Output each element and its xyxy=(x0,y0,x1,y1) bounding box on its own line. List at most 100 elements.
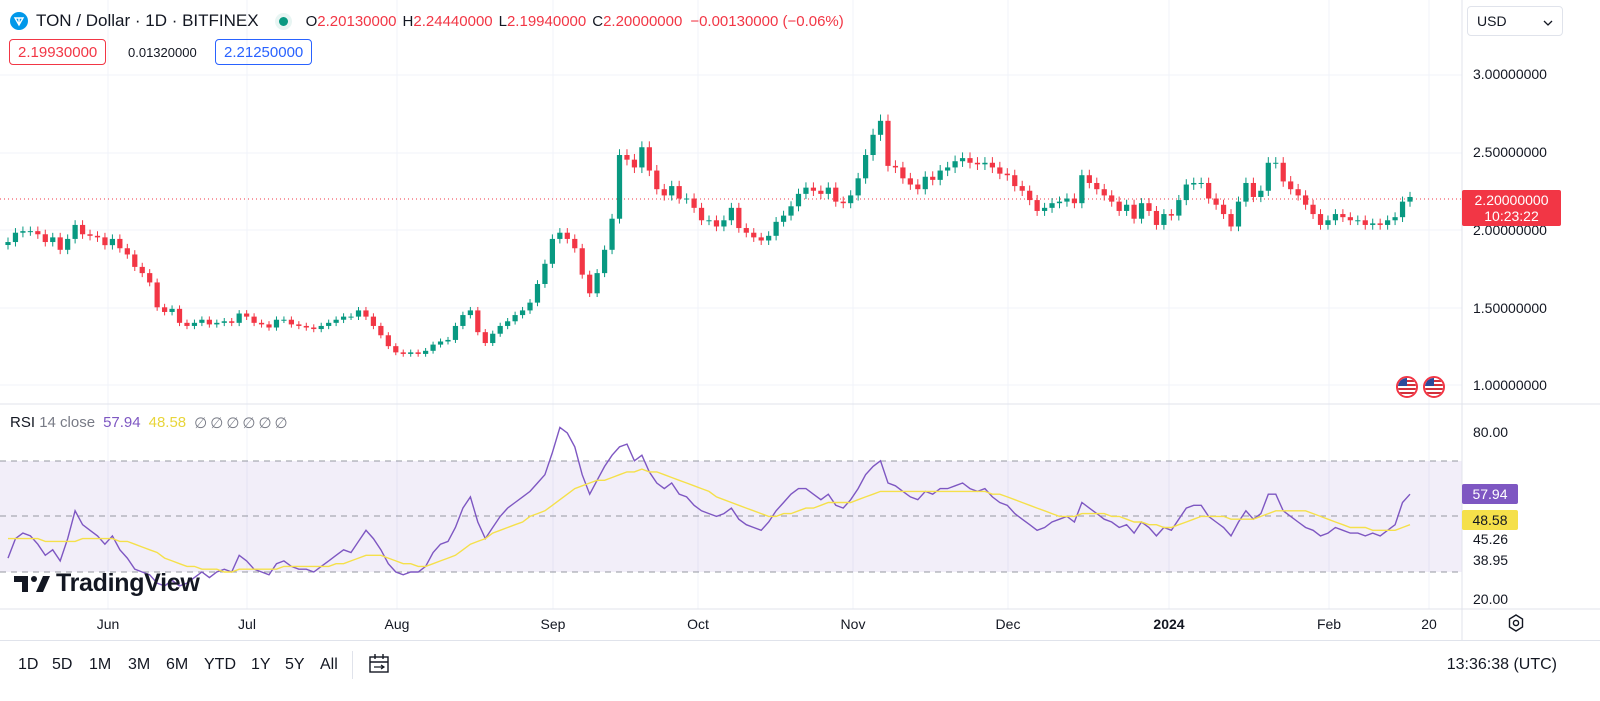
candle-body xyxy=(1250,182,1257,197)
timeframe-6m[interactable]: 6M xyxy=(166,656,189,673)
candle-body xyxy=(609,218,615,250)
price-tick: 1.00000000 xyxy=(1473,377,1547,393)
candle-body xyxy=(930,176,936,180)
timeframe-5d[interactable]: 5D xyxy=(52,656,73,673)
candle-body xyxy=(221,321,227,323)
candle-body xyxy=(1041,207,1048,211)
time-label: Aug xyxy=(384,616,410,632)
candle-body xyxy=(176,308,183,323)
timeframe-1d[interactable]: 1D xyxy=(18,656,39,673)
candle-body xyxy=(549,238,556,264)
candle-body xyxy=(363,310,369,317)
us-flag-icon[interactable] xyxy=(1396,376,1418,398)
candle-body xyxy=(184,322,190,326)
candle-body xyxy=(214,322,220,325)
close-label: C xyxy=(592,12,604,30)
candle-body xyxy=(273,319,280,328)
candle-body xyxy=(326,322,332,326)
currency-select[interactable]: USD xyxy=(1467,6,1563,36)
candle-body xyxy=(378,325,384,336)
candle-body xyxy=(982,162,988,165)
tradingview-watermark[interactable]: TradingView xyxy=(14,569,200,598)
candle-body xyxy=(1310,204,1316,215)
market-status-icon[interactable] xyxy=(278,16,288,26)
chart-grid xyxy=(0,0,1462,609)
candle-body xyxy=(1243,182,1249,202)
bid-price-button[interactable]: 2.19930000 xyxy=(9,39,107,65)
rsi-legend[interactable]: RSI 14 close 57.94 48.58 ∅∅∅∅∅∅ xyxy=(10,414,291,432)
price-tick: 1.50000000 xyxy=(1473,300,1547,316)
candle-body xyxy=(706,220,712,222)
bottom-toolbar: 1D 5D 1M 3M 6M YTD 1Y 5Y All 13:36:38 (U… xyxy=(0,640,1600,688)
candle-body xyxy=(437,341,444,345)
candle-body xyxy=(430,344,436,351)
candle-body xyxy=(922,176,928,190)
candle-body xyxy=(191,322,198,326)
candle-body xyxy=(862,155,869,179)
price-chart-canvas[interactable] xyxy=(0,0,1600,640)
time-label: 2024 xyxy=(1153,616,1185,632)
timeframe-1y[interactable]: 1Y xyxy=(251,656,271,673)
candle-body xyxy=(557,232,563,239)
candle-body xyxy=(65,238,71,250)
high-label: H xyxy=(402,12,414,30)
candle-body xyxy=(1340,214,1346,218)
candle-body xyxy=(281,319,287,321)
candle-body xyxy=(311,327,317,330)
utc-clock[interactable]: 13:36:38 (UTC) xyxy=(1446,656,1557,673)
candle-body xyxy=(751,232,757,238)
candle-body xyxy=(1191,182,1197,185)
candle-body xyxy=(728,207,734,221)
candle-body xyxy=(1101,189,1107,196)
timeframe-1m[interactable]: 1M xyxy=(89,656,112,673)
candle-body xyxy=(594,273,600,294)
candle-body xyxy=(974,162,981,165)
candle-body xyxy=(900,167,906,179)
time-label: Nov xyxy=(840,616,866,632)
currency-value: USD xyxy=(1477,13,1507,29)
candle-body xyxy=(840,201,846,204)
candle-body xyxy=(1280,162,1286,182)
settings-icon[interactable] xyxy=(1506,613,1526,633)
candle-body xyxy=(1168,214,1174,216)
candle-body xyxy=(788,206,794,216)
candle-body xyxy=(42,234,48,243)
candle-body xyxy=(669,186,675,196)
ask-price-button[interactable]: 2.21250000 xyxy=(215,39,313,65)
candle-series xyxy=(5,114,1413,357)
candle-body xyxy=(572,238,578,249)
candle-body xyxy=(945,167,951,171)
candle-body xyxy=(408,352,414,354)
candle-body xyxy=(1056,201,1063,204)
chart-header: TON / Dollar · 1D · BITFINEX O 2.20130000… xyxy=(10,10,844,32)
candle-body xyxy=(1012,175,1018,187)
candle-body xyxy=(102,237,108,246)
timeframe-5y[interactable]: 5Y xyxy=(285,656,305,673)
candle-body xyxy=(601,249,608,274)
candle-body xyxy=(534,283,541,303)
candle-body xyxy=(385,335,391,347)
candle-body xyxy=(639,147,645,168)
rsi-tick: 80.00 xyxy=(1473,424,1509,440)
candle-body xyxy=(1399,201,1406,218)
timeframe-all[interactable]: All xyxy=(320,656,338,673)
ton-logo-icon xyxy=(10,12,28,30)
candle-body xyxy=(1302,195,1309,205)
candle-body xyxy=(810,187,817,191)
candle-body xyxy=(698,207,705,221)
candle-body xyxy=(892,165,899,168)
calendar-range-icon[interactable] xyxy=(367,652,391,676)
candle-body xyxy=(400,352,406,354)
candle-body xyxy=(952,161,958,168)
candle-body xyxy=(288,319,294,325)
candle-body xyxy=(855,178,861,196)
candle-body xyxy=(475,310,481,333)
symbol-title[interactable]: TON / Dollar · 1D · BITFINEX xyxy=(36,11,259,30)
rsi-tick: 20.00 xyxy=(1473,591,1509,607)
timeframe-ytd[interactable]: YTD xyxy=(204,656,236,673)
candle-body xyxy=(452,325,459,340)
candle-body xyxy=(199,319,205,323)
price-tick: 2.00000000 xyxy=(1473,222,1547,238)
us-flag-icon[interactable] xyxy=(1423,376,1445,398)
timeframe-3m[interactable]: 3M xyxy=(128,656,151,673)
